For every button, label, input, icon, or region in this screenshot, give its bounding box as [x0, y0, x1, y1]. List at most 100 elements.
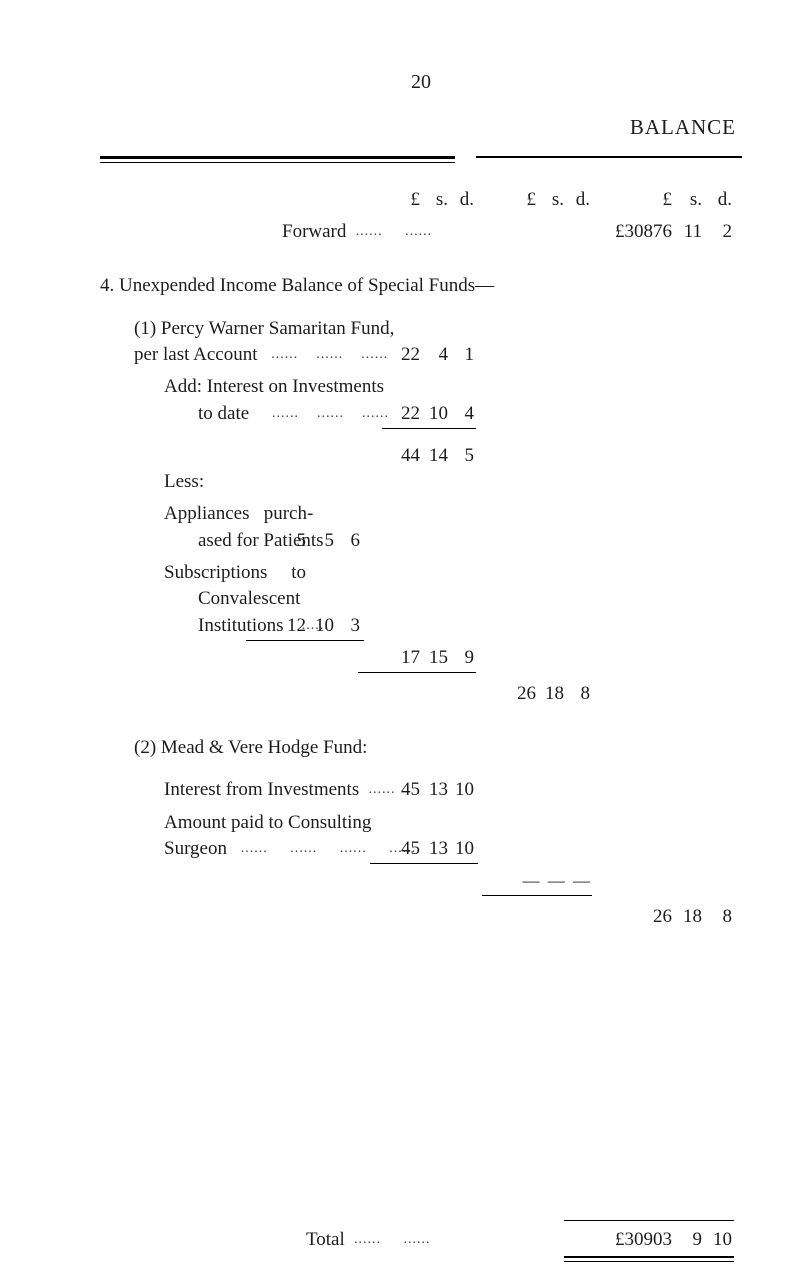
subs-2: Convalescent: [100, 587, 742, 611]
sub-s: 14: [420, 444, 448, 468]
subtotal-row: 44 14 5: [100, 444, 742, 468]
forward-d: 2: [702, 220, 732, 244]
surgeon-label-1: Amount paid to Consulting: [164, 811, 371, 835]
item-1-title2: last Account: [163, 344, 257, 365]
interest-label: Interest from Investments: [164, 779, 359, 800]
lesstot-l: 17: [380, 646, 420, 670]
rule-icon: [370, 863, 478, 864]
balance-heading: BALANCE: [100, 114, 742, 141]
amt-b-s: 10: [420, 402, 448, 426]
item-1-num: (1): [134, 318, 156, 339]
col3-pound: £: [492, 188, 536, 212]
item-1-title1: Percy Warner Samaritan Fund,: [161, 318, 394, 339]
dots-icon: ...... ......: [351, 224, 432, 239]
add-line1: Add: Interest on Investments: [100, 375, 742, 399]
amt-a-d: 1: [448, 343, 474, 367]
carry-row: 26 18 8: [100, 905, 742, 929]
amt-a-s: 4: [420, 343, 448, 367]
int-d: 10: [448, 778, 474, 802]
sub-l: 44: [380, 444, 420, 468]
item-2-line1: Interest from Investments ...... 45 13 1…: [100, 778, 742, 802]
lesstot-d: 9: [448, 646, 474, 670]
total-s: 9: [672, 1228, 702, 1252]
page-number: 20: [100, 70, 742, 96]
appl-s: 5: [306, 529, 334, 553]
dash-placeholder: — — —: [502, 869, 592, 893]
net-l: 26: [492, 682, 536, 706]
int-s: 13: [420, 778, 448, 802]
amt-b-d: 4: [448, 402, 474, 426]
amt-b-l: 22: [380, 402, 420, 426]
item-2-heading: (2) Mead & Vere Hodge Fund:: [100, 736, 742, 760]
rule-icon: [564, 1220, 734, 1221]
col4-s: s.: [672, 188, 702, 212]
item-2-title: Mead & Vere Hodge Fund:: [161, 737, 368, 758]
appliances-2: ased for Patients 5 5 6: [100, 529, 742, 553]
lesstot-s: 15: [420, 646, 448, 670]
header-rule: [100, 156, 742, 166]
col3-s: s.: [536, 188, 564, 212]
subs-s: 10: [306, 614, 334, 638]
add-label2: to date: [198, 403, 249, 424]
dots-icon: ...... ...... ......: [254, 406, 389, 421]
subs-3: Institutions ...... 12 10 3: [100, 614, 742, 638]
dots-icon: ...... ......: [350, 1232, 431, 1247]
item-2-line2a: Amount paid to Consulting: [100, 811, 742, 835]
rule-icon: [382, 428, 476, 429]
less-label-row: Less:: [100, 470, 742, 494]
net-d: 8: [564, 682, 590, 706]
surg-d: 10: [448, 837, 474, 861]
subs-l: 12: [266, 614, 306, 638]
item-2-line2b: Surgeon ...... ...... ...... ...... 45 1…: [100, 837, 742, 861]
net-s: 18: [536, 682, 564, 706]
forward-s: 11: [672, 220, 702, 244]
surg-l: 45: [380, 837, 420, 861]
forward-row: Forward ...... ...... £30876 11 2: [100, 220, 742, 244]
subs-line2: Convalescent: [198, 587, 300, 611]
appl-l: 5: [266, 529, 306, 553]
net-row: 26 18 8: [100, 682, 742, 706]
subs-line1: Subscriptions to: [164, 561, 306, 585]
appliances-line1: Appliances purch-: [164, 502, 313, 526]
sub-d: 5: [448, 444, 474, 468]
int-l: 45: [380, 778, 420, 802]
rule-icon: [564, 1256, 734, 1262]
column-headers: £ s. d. £ s. d. £ s. d.: [100, 188, 742, 212]
item-1-line1: (1) Percy Warner Samaritan Fund,: [100, 317, 742, 341]
forward-pounds: £30876: [582, 220, 672, 244]
carry-d: 8: [702, 905, 732, 929]
col4-d: d.: [702, 188, 732, 212]
total-label: Total: [306, 1229, 345, 1250]
col2-pound: £: [380, 188, 420, 212]
less-total-row: 17 15 9: [100, 646, 742, 674]
rule-icon: [358, 672, 476, 673]
amt-a-l: 22: [380, 343, 420, 367]
dash-row: — — —: [100, 869, 742, 897]
appl-d: 6: [334, 529, 360, 553]
item-1-line2: per last Account ...... ...... ...... 22…: [100, 343, 742, 367]
item-2-num: (2): [134, 737, 156, 758]
total-d: 10: [702, 1228, 732, 1252]
appliances-1: Appliances purch-: [100, 502, 742, 526]
rule-icon: [246, 640, 364, 641]
col2-d: d.: [448, 188, 474, 212]
carry-s: 18: [672, 905, 702, 929]
add-line2: to date ...... ...... ...... 22 10 4: [100, 402, 742, 426]
page: 20 BALANCE £ s. d. £ s. d. £ s. d. Forwa…: [0, 0, 800, 1284]
surgeon-label-2: Surgeon: [164, 838, 227, 859]
forward-label: Forward: [282, 221, 346, 242]
section-4-heading-text: 4. Unexpended Income Balance of Special …: [100, 274, 494, 298]
subs-1: Subscriptions to: [100, 561, 742, 585]
subs-d: 3: [334, 614, 360, 638]
add-label: Add: Interest on Investments: [164, 375, 384, 399]
total-pounds: £30903: [582, 1228, 672, 1252]
item-1-per: per: [134, 344, 158, 365]
section-4-heading: 4. Unexpended Income Balance of Special …: [100, 274, 742, 298]
less-label: Less:: [164, 470, 204, 494]
col4-pound: £: [582, 188, 672, 212]
col2-s: s.: [420, 188, 448, 212]
surg-s: 13: [420, 837, 448, 861]
rule-icon: [482, 895, 592, 896]
dash-text: — — —: [523, 871, 593, 890]
dots-icon: ...... ...... ......: [262, 347, 388, 362]
